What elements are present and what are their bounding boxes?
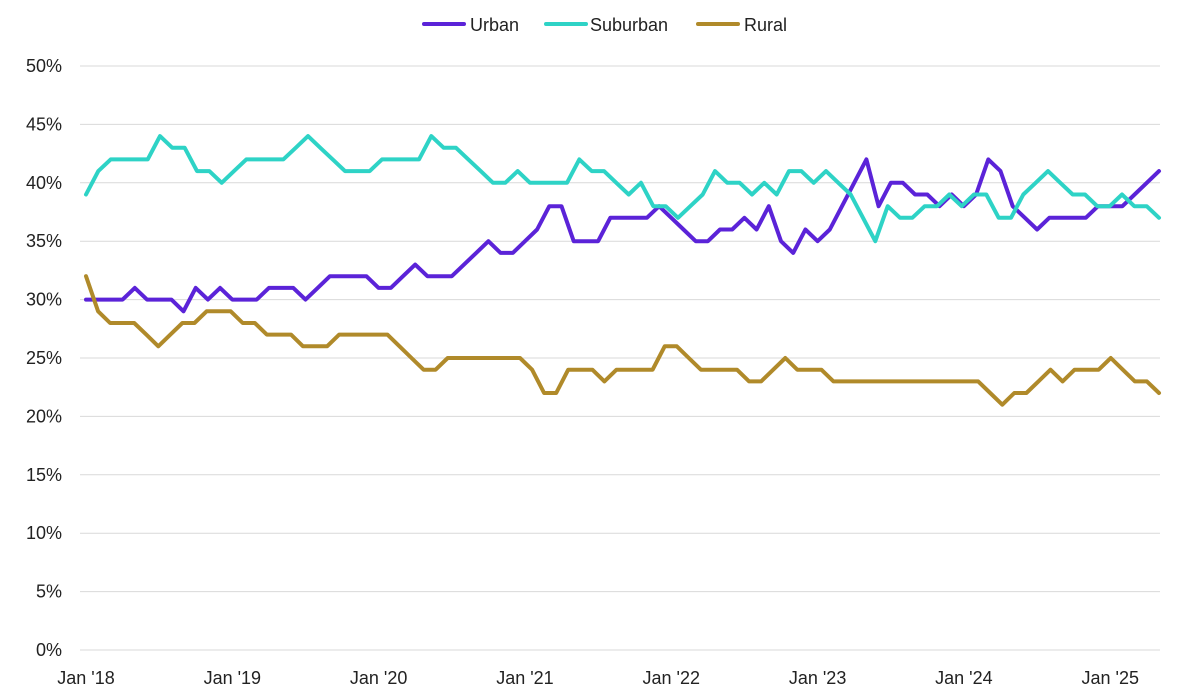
legend-label-rural: Rural [744, 15, 787, 35]
y-tick-label: 25% [26, 348, 62, 368]
legend-label-suburban: Suburban [590, 15, 668, 35]
x-tick-label: Jan '23 [789, 668, 846, 688]
y-tick-label: 40% [26, 173, 62, 193]
gridlines [80, 65, 1160, 651]
y-tick-label: 10% [26, 523, 62, 543]
x-tick-label: Jan '20 [350, 668, 407, 688]
x-tick-label: Jan '22 [643, 668, 700, 688]
x-axis: Jan '18 Jan '19 Jan '20 Jan '21 Jan '22 Jan '… [57, 668, 1139, 688]
x-tick-label: Jan '25 [1081, 668, 1138, 688]
x-tick-label: Jan '21 [496, 668, 553, 688]
y-tick-label: 0% [36, 640, 62, 660]
y-tick-label: 45% [26, 114, 62, 134]
y-tick-label: 15% [26, 465, 62, 485]
legend-label-urban: Urban [470, 15, 519, 35]
series-lines [84, 134, 1161, 407]
y-tick-label: 30% [26, 290, 62, 310]
y-axis: 0% 5% 10% 15% 20% 25% 30% 35% 40% 45% 50% [26, 56, 62, 660]
y-tick-label: 35% [26, 231, 62, 251]
y-tick-label: 50% [26, 56, 62, 76]
series-line-urban [84, 157, 1161, 314]
y-tick-label: 20% [26, 406, 62, 426]
series-line-suburban [84, 134, 1161, 244]
x-tick-label: Jan '18 [57, 668, 114, 688]
x-tick-label: Jan '19 [204, 668, 261, 688]
legend: Urban Suburban Rural [422, 15, 787, 35]
series-line-rural [84, 274, 1161, 407]
x-tick-label: Jan '24 [935, 668, 992, 688]
y-tick-label: 5% [36, 582, 62, 602]
